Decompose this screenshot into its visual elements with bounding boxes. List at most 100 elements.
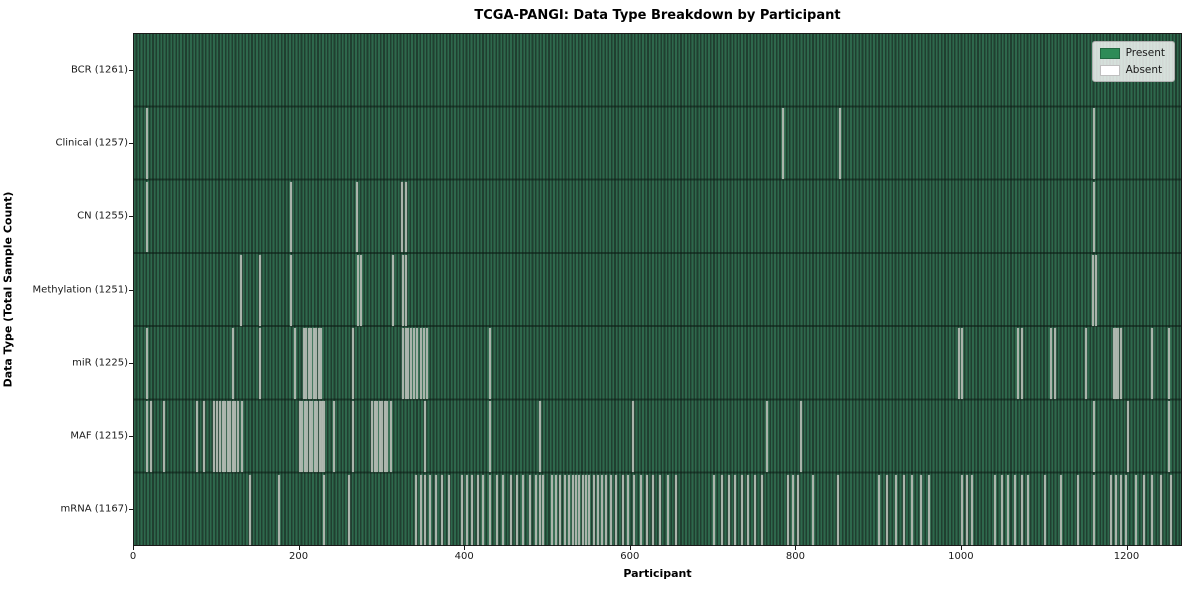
absent-stripe — [632, 401, 635, 473]
absent-stripe — [378, 401, 381, 473]
absent-stripe — [310, 328, 313, 399]
absent-stripe — [538, 474, 541, 546]
absent-stripe — [551, 474, 554, 546]
absent-stripe — [215, 401, 218, 473]
absent-stripe — [509, 474, 512, 546]
absent-stripe — [740, 474, 743, 546]
absent-stripe — [429, 474, 432, 546]
absent-stripe — [765, 401, 768, 473]
absent-stripe — [581, 474, 584, 546]
absent-stripe — [289, 181, 292, 253]
absent-stripe — [1143, 474, 1146, 546]
absent-stripe — [957, 328, 960, 399]
absent-stripe — [1013, 474, 1016, 546]
absent-stripe — [538, 401, 541, 473]
absent-stripe — [495, 474, 498, 546]
absent-stripe — [402, 254, 405, 326]
absent-stripe — [600, 474, 603, 546]
y-axis-tick-mark — [129, 216, 133, 218]
absent-stripe — [258, 254, 261, 326]
absent-stripe — [567, 474, 570, 546]
absent-stripe — [502, 474, 505, 546]
absent-stripe — [639, 474, 642, 546]
absent-stripe — [447, 474, 450, 546]
absent-stripe — [376, 401, 379, 473]
absent-stripe — [407, 328, 409, 399]
absent-stripe — [301, 401, 304, 473]
absent-stripe — [747, 474, 750, 546]
absent-stripe — [236, 401, 239, 473]
absent-stripe — [799, 401, 802, 473]
absent-stripe — [317, 328, 320, 399]
legend-swatch-absent-icon — [1099, 64, 1120, 76]
absent-stripe — [542, 474, 544, 546]
absent-stripe — [239, 254, 242, 326]
absent-stripe — [515, 474, 518, 546]
absent-stripe — [424, 474, 427, 546]
absent-stripe — [401, 181, 404, 253]
absent-stripe — [994, 474, 997, 546]
absent-stripe — [311, 401, 313, 473]
absent-stripe — [1050, 328, 1053, 399]
absent-stripe — [1112, 328, 1115, 399]
legend-entry-present: Present — [1099, 47, 1165, 59]
absent-stripe — [894, 474, 897, 546]
absent-stripe — [626, 474, 629, 546]
absent-stripe — [240, 401, 243, 473]
absent-stripe — [787, 474, 790, 546]
absent-stripe — [289, 254, 292, 326]
legend-entry-absent: Absent — [1099, 64, 1165, 76]
absent-stripe — [146, 181, 149, 253]
absent-stripe — [232, 328, 235, 399]
absent-stripe — [839, 108, 842, 180]
absent-stripe — [1093, 474, 1096, 546]
absent-stripe — [149, 401, 152, 473]
plot-area: Present Absent — [133, 33, 1182, 546]
absent-stripe — [1159, 474, 1162, 546]
absent-stripe — [563, 474, 566, 546]
absent-stripe — [633, 474, 636, 546]
absent-stripe — [426, 328, 429, 399]
absent-stripe — [489, 474, 491, 546]
absent-stripe — [460, 474, 463, 546]
absent-stripe — [146, 328, 149, 399]
absent-stripe — [277, 474, 280, 546]
absent-stripe — [588, 474, 591, 546]
absent-stripe — [312, 328, 315, 399]
absent-stripe — [886, 474, 889, 546]
absent-stripe — [970, 474, 973, 546]
absent-stripe — [359, 254, 362, 326]
absent-stripe — [960, 474, 963, 546]
absent-stripe — [162, 401, 165, 473]
absent-stripe — [294, 328, 297, 399]
x-axis-tick-label: 200 — [289, 551, 309, 562]
absent-stripe — [578, 474, 581, 546]
absent-stripe — [373, 401, 376, 473]
absent-stripe — [919, 474, 922, 546]
absent-stripe — [1007, 474, 1010, 546]
absent-stripe — [960, 328, 963, 399]
absent-stripe — [1043, 474, 1046, 546]
absent-stripe — [229, 401, 231, 473]
y-axis-tick-label: Clinical (1257) — [55, 137, 129, 149]
x-axis-tick-label: 1000 — [948, 551, 974, 562]
absent-stripe — [146, 401, 149, 473]
absent-stripe — [435, 474, 438, 546]
chart-title: TCGA-PANGI: Data Type Breakdown by Parti… — [474, 8, 841, 23]
x-axis-tick-label: 400 — [454, 551, 474, 562]
absent-stripe — [422, 328, 425, 399]
absent-stripe — [412, 328, 415, 399]
absent-stripe — [307, 328, 310, 399]
x-axis-tick-label: 0 — [129, 551, 137, 562]
absent-stripe — [308, 401, 311, 473]
absent-stripe — [482, 474, 485, 546]
absent-stripe — [405, 181, 408, 253]
absent-stripe — [355, 181, 358, 253]
absent-stripe — [811, 474, 814, 546]
absent-stripe — [652, 474, 655, 546]
absent-stripe — [535, 474, 538, 546]
absent-stripe — [727, 474, 730, 546]
absent-stripe — [592, 474, 595, 546]
absent-stripe — [797, 474, 799, 546]
